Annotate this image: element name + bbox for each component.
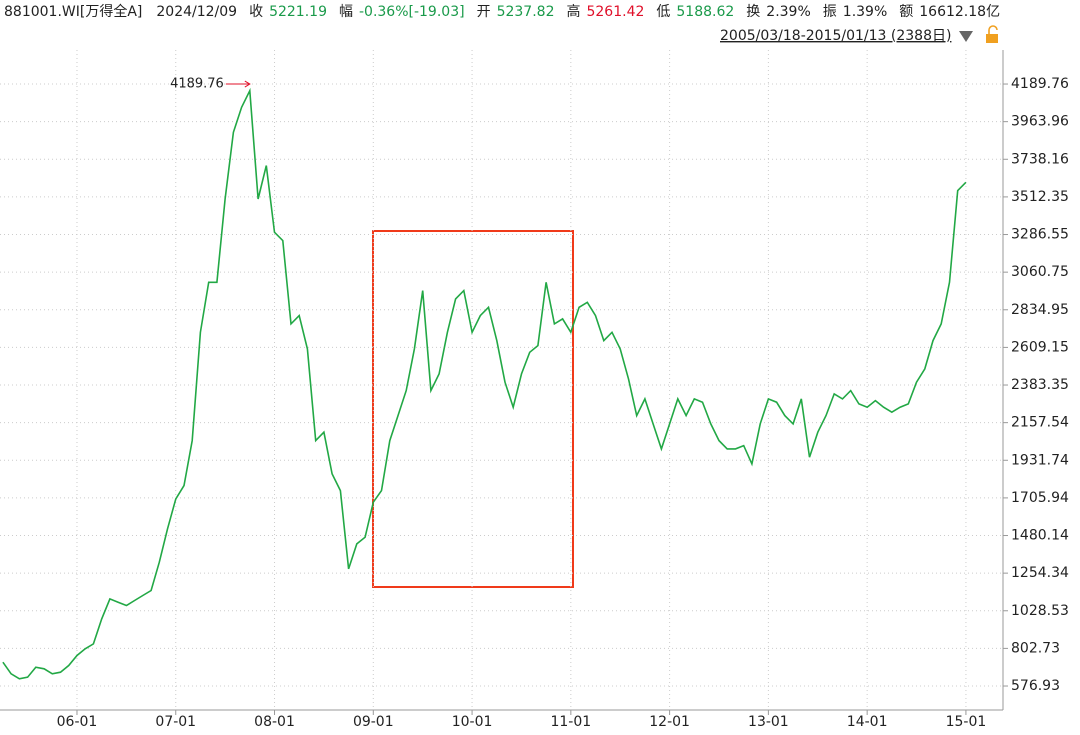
header-text: 额 — [899, 4, 913, 20]
y-tick-label: 1931.74 — [1011, 452, 1069, 468]
header-text: -0.36%[-19.03] — [359, 4, 465, 20]
date-range[interactable]: 2005/03/18-2015/01/13 (2388日) — [720, 28, 951, 44]
lock-body — [986, 34, 998, 43]
header-text: 收 — [249, 4, 263, 20]
y-tick-label: 3963.96 — [1011, 114, 1069, 130]
x-tick-label: 09-01 — [353, 714, 394, 730]
header-text: 1.39% — [843, 4, 887, 20]
y-tick-label: 1480.14 — [1011, 528, 1069, 544]
max-annotation: 4189.76 — [170, 77, 224, 92]
header-text: 开 — [477, 4, 491, 20]
x-tick-label: 14-01 — [847, 714, 888, 730]
x-tick-label: 13-01 — [748, 714, 789, 730]
y-tick-label: 2834.95 — [1011, 302, 1069, 318]
x-tick-label: 11-01 — [550, 714, 591, 730]
lock-shackle — [988, 25, 998, 34]
y-tick-label: 2609.15 — [1011, 339, 1069, 355]
y-tick-label: 3512.35 — [1011, 189, 1069, 205]
header-text: 5221.19 — [269, 4, 327, 20]
x-tick-label: 12-01 — [649, 714, 690, 730]
header-text: 2.39% — [766, 4, 810, 20]
y-tick-label: 3738.16 — [1011, 151, 1069, 167]
x-tick-label: 10-01 — [452, 714, 493, 730]
y-tick-label: 1254.34 — [1011, 565, 1069, 581]
y-tick-label: 1028.53 — [1011, 603, 1069, 619]
header-text: 换 — [746, 3, 760, 20]
header-text: 881001.WI[万得全A] — [4, 3, 142, 20]
lock-icon[interactable] — [986, 25, 998, 43]
header-text: 高 — [566, 3, 580, 20]
dropdown-arrow[interactable] — [959, 31, 973, 42]
y-tick-label: 3060.75 — [1011, 264, 1069, 280]
price-line — [2, 87, 967, 680]
header-text: 2024/12/09 — [156, 4, 237, 20]
max-arrow-head — [244, 80, 251, 88]
y-tick-label: 4189.76 — [1011, 76, 1069, 92]
y-tick-label: 2157.54 — [1011, 415, 1069, 431]
header-text: 16612.18亿 — [919, 4, 1000, 20]
header-text: 幅 — [339, 4, 353, 20]
x-tick-label: 15-01 — [946, 714, 987, 730]
header-text: 5237.82 — [497, 4, 555, 20]
header-line: 881001.WI[万得全A] 2024/12/09 收 5221.19 幅 -0.36%… — [4, 3, 1000, 20]
y-tick-label: 3286.55 — [1011, 227, 1069, 243]
y-tick-label: 576.93 — [1011, 678, 1060, 694]
y-tick-label: 1705.94 — [1011, 490, 1069, 506]
y-tick-label: 802.73 — [1011, 640, 1060, 656]
y-tick-label: 2383.35 — [1011, 377, 1069, 393]
header-text: 5188.62 — [676, 4, 734, 20]
header-text: 低 — [656, 4, 670, 20]
highlight-box — [372, 230, 574, 588]
x-tick-label: 06-01 — [57, 714, 98, 730]
header-text: 振 — [823, 4, 837, 20]
header-text: 5261.42 — [586, 4, 644, 20]
x-tick-label: 07-01 — [155, 714, 196, 730]
x-tick-label: 08-01 — [254, 714, 295, 730]
